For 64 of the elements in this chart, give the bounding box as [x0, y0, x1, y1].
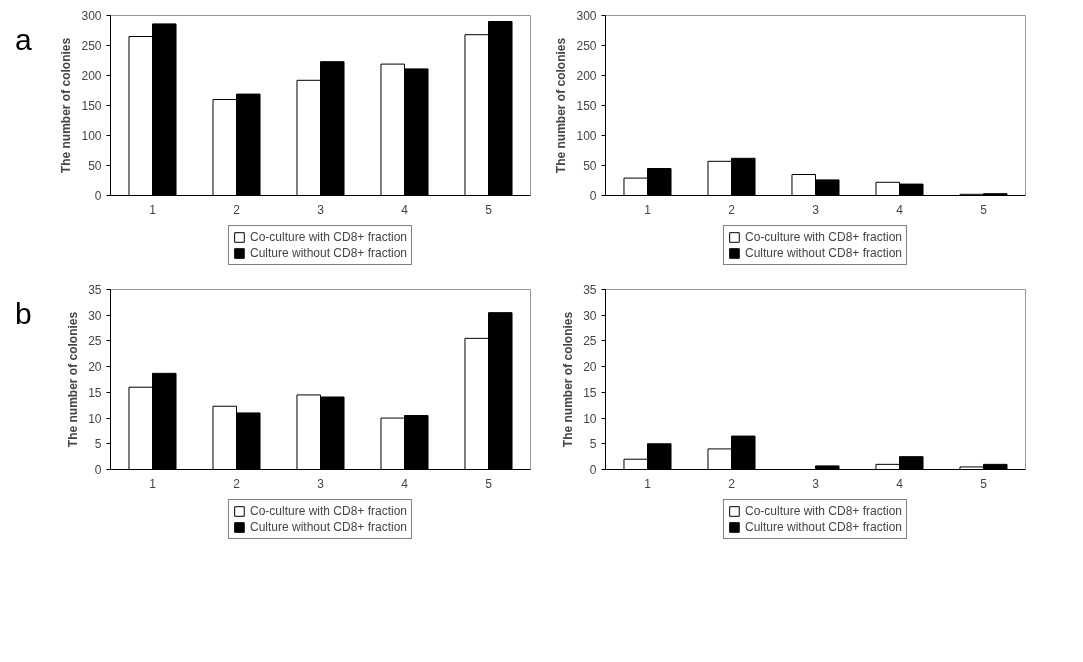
x-tick-label: 2: [728, 476, 736, 491]
legend-label: Co-culture with CD8+ fraction: [249, 504, 408, 518]
x-tick-label: 4: [896, 476, 904, 491]
x-tick-label: 4: [401, 476, 409, 491]
y-tick-label: 200: [81, 69, 102, 83]
y-tick-label: 200: [576, 69, 597, 83]
y-tick-label: 35: [583, 283, 597, 297]
x-tick-label: 3: [317, 476, 325, 491]
x-tick-label: 4: [401, 202, 409, 217]
y-tick-label: 10: [583, 411, 597, 426]
legend-label: Culture without CD8+ fraction: [744, 520, 903, 534]
x-tick-label: 5: [980, 476, 988, 491]
y-tick-label: 0: [94, 463, 102, 477]
y-tick-label: 25: [88, 334, 102, 349]
x-tick-label: 4: [896, 202, 904, 217]
y-tick-label: 15: [88, 385, 102, 400]
legend-label: Co-culture with CD8+ fraction: [249, 230, 408, 244]
x-tick-label: 1: [644, 476, 652, 491]
y-tick-label: 10: [88, 411, 102, 426]
x-tick-label: 3: [812, 202, 820, 217]
y-tick-label: 35: [88, 283, 102, 297]
x-tick-label: 2: [233, 476, 241, 491]
legend-label: Culture without CD8+ fraction: [744, 246, 903, 260]
y-tick-label: 250: [576, 39, 597, 53]
y-tick-label: 100: [81, 129, 102, 143]
y-tick-label: 20: [88, 360, 102, 375]
x-tick-label: 1: [149, 476, 157, 491]
y-axis-title: The number of colonies: [561, 311, 576, 448]
legend-label: Culture without CD8+ fraction: [249, 246, 408, 260]
y-tick-label: 50: [583, 159, 597, 173]
y-tick-label: 30: [88, 308, 102, 323]
y-tick-label: 250: [81, 39, 102, 53]
legend-label: Culture without CD8+ fraction: [249, 520, 408, 534]
y-tick-label: 30: [583, 308, 597, 323]
text: b: [15, 296, 32, 332]
y-tick-label: 300: [81, 9, 102, 23]
x-tick-label: 3: [812, 476, 820, 491]
y-tick-label: 150: [81, 99, 102, 113]
y-axis-title: The number of colonies: [66, 311, 81, 448]
x-tick-label: 1: [149, 202, 157, 217]
y-axis-title: The number of colonies: [59, 37, 74, 174]
y-tick-label: 5: [589, 437, 597, 452]
x-tick-label: 2: [728, 202, 736, 217]
legend-label: Co-culture with CD8+ fraction: [744, 504, 903, 518]
legend-label: Co-culture with CD8+ fraction: [744, 230, 903, 244]
x-tick-label: 3: [317, 202, 325, 217]
y-tick-label: 150: [576, 99, 597, 113]
y-tick-label: 300: [576, 9, 597, 23]
text: a: [15, 22, 32, 58]
y-tick-label: 0: [94, 189, 102, 203]
y-tick-label: 0: [589, 189, 597, 203]
y-tick-label: 100: [576, 129, 597, 143]
x-tick-label: 5: [980, 202, 988, 217]
y-axis-title: The number of colonies: [554, 37, 569, 174]
x-tick-label: 2: [233, 202, 241, 217]
y-tick-label: 0: [589, 463, 597, 477]
y-tick-label: 15: [583, 385, 597, 400]
y-tick-label: 20: [583, 360, 597, 375]
x-tick-label: 1: [644, 202, 652, 217]
x-tick-label: 5: [485, 202, 493, 217]
x-tick-label: 5: [485, 476, 493, 491]
y-tick-label: 50: [88, 159, 102, 173]
y-tick-label: 25: [583, 334, 597, 349]
y-tick-label: 5: [94, 437, 102, 452]
